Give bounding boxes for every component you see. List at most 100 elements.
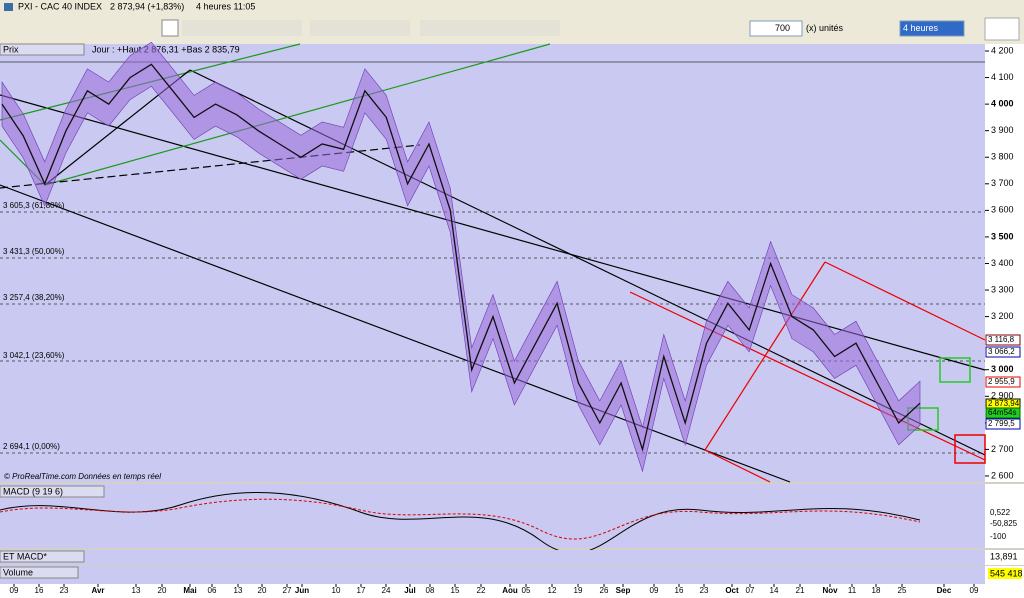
price-axis-label: 2 900 (991, 391, 1014, 401)
window-title: PXI - CAC 40 INDEX (18, 1, 102, 11)
date-label: 12 (548, 586, 557, 595)
price-tag: 3 066,2 (988, 347, 1015, 356)
date-axis (0, 584, 1024, 598)
price-axis-label: 4 100 (991, 72, 1014, 82)
red-line (629, 291, 986, 461)
date-label: 09 (650, 586, 659, 595)
price-line (1, 63, 921, 452)
timeframe: 4 heures (903, 23, 939, 33)
date-label: 23 (60, 586, 69, 595)
date-label: 22 (477, 586, 486, 595)
price-tag: 2 955,9 (988, 377, 1015, 386)
color-tools[interactable] (420, 20, 560, 36)
macd-axis (985, 484, 1024, 548)
panel-header[interactable] (0, 550, 85, 563)
date-label: 24 (382, 586, 391, 595)
price-tag-box (985, 376, 1021, 388)
price-tag-box (985, 407, 1021, 419)
price-axis-label: 3 300 (991, 284, 1014, 294)
title-bar (0, 0, 1024, 14)
date-label: 11 (848, 586, 857, 595)
macd-line (0, 491, 921, 554)
fib-label: 3 431,3 (50,00%) (3, 247, 65, 256)
panel-header[interactable] (0, 43, 85, 56)
fib-label: 3 605,3 (61,80%) (3, 201, 65, 210)
date-label: 10 (332, 586, 341, 595)
cursor-tool[interactable] (161, 19, 179, 37)
volume-panel (0, 566, 985, 584)
date-label: 26 (600, 586, 609, 595)
date-label: 05 (522, 586, 531, 595)
price-tag-box (985, 334, 1021, 346)
date-label: Oct (725, 586, 739, 595)
red-line (704, 261, 826, 451)
macd-axis-label: -100 (990, 532, 1007, 541)
date-label: 19 (574, 586, 583, 595)
price-tag-box (985, 346, 1021, 358)
et-macd-panel (0, 550, 985, 565)
et-macd-label: ET MACD* (3, 551, 47, 561)
date-label: 13 (234, 586, 243, 595)
price-panel (0, 44, 985, 482)
date-label: 16 (35, 586, 44, 595)
macd-axis-label: 0,522 (990, 508, 1011, 517)
price-axis-label: 4 200 (991, 45, 1014, 55)
price-axis-label: 3 000 (991, 364, 1014, 374)
date-label: Aou (502, 586, 518, 595)
clock-icon[interactable] (984, 17, 1020, 41)
date-label: Mai (183, 586, 196, 595)
date-label: 14 (770, 586, 779, 595)
date-label: 21 (796, 586, 805, 595)
red-line (704, 449, 771, 483)
panel-header[interactable] (0, 566, 79, 579)
price-tag: 2 799,5 (988, 419, 1015, 428)
macd-panel (0, 484, 985, 548)
bollinger-band (1, 41, 921, 473)
price-label: Prix (3, 44, 19, 54)
date-label: Dec (937, 586, 952, 595)
draw-tools[interactable] (182, 20, 302, 36)
date-label: 09 (10, 586, 19, 595)
fib-label: 3 042,1 (23,60%) (3, 351, 65, 360)
date-label: 16 (675, 586, 684, 595)
price-axis-label: 2 700 (991, 444, 1014, 454)
panel-header[interactable] (0, 485, 105, 498)
date-label: Avr (91, 586, 104, 595)
price-tag: 2 873,94 (988, 399, 1020, 408)
timeframe-select[interactable] (899, 20, 965, 37)
et-macd-value: 13,891 (990, 551, 1018, 561)
macd-label: MACD (9 19 6) (3, 486, 63, 496)
date-label: 23 (700, 586, 709, 595)
day-info: Jour : +Haut 2 876,31 +Bas 2 835,79 (92, 44, 240, 54)
volume-tag (988, 568, 1022, 579)
app-icon (4, 3, 13, 11)
price-axis-label: 3 400 (991, 258, 1014, 268)
date-label: 18 (872, 586, 881, 595)
volume-value: 545 418 (990, 568, 1023, 578)
price-tag: 64m54s (988, 408, 1016, 417)
red-line (824, 261, 986, 341)
date-label: 25 (898, 586, 907, 595)
date-label: Jul (404, 586, 416, 595)
date-label: 07 (746, 586, 755, 595)
green-line (44, 43, 551, 186)
figure-tools[interactable] (310, 20, 410, 36)
date-label: 15 (451, 586, 460, 595)
units-value: 700 (775, 23, 790, 33)
macd-axis-label: -50,825 (990, 519, 1018, 528)
credit: © ProRealTime.com Données en temps réel (4, 472, 161, 481)
price-axis-label: 3 500 (991, 231, 1014, 241)
units-input[interactable] (749, 20, 803, 37)
date-label: 06 (208, 586, 217, 595)
period: 4 heures 11:05 (196, 1, 255, 11)
price-axis-label: 3 800 (991, 152, 1014, 162)
fib-label: 3 257,4 (38,20%) (3, 293, 65, 302)
date-label: 09 (970, 586, 979, 595)
date-label: 17 (357, 586, 366, 595)
date-label: 20 (158, 586, 167, 595)
units-label: (x) unités (806, 23, 844, 33)
price-axis-label: 2 600 (991, 470, 1014, 480)
green-box (939, 357, 971, 383)
tool-icons[interactable] (161, 19, 560, 37)
